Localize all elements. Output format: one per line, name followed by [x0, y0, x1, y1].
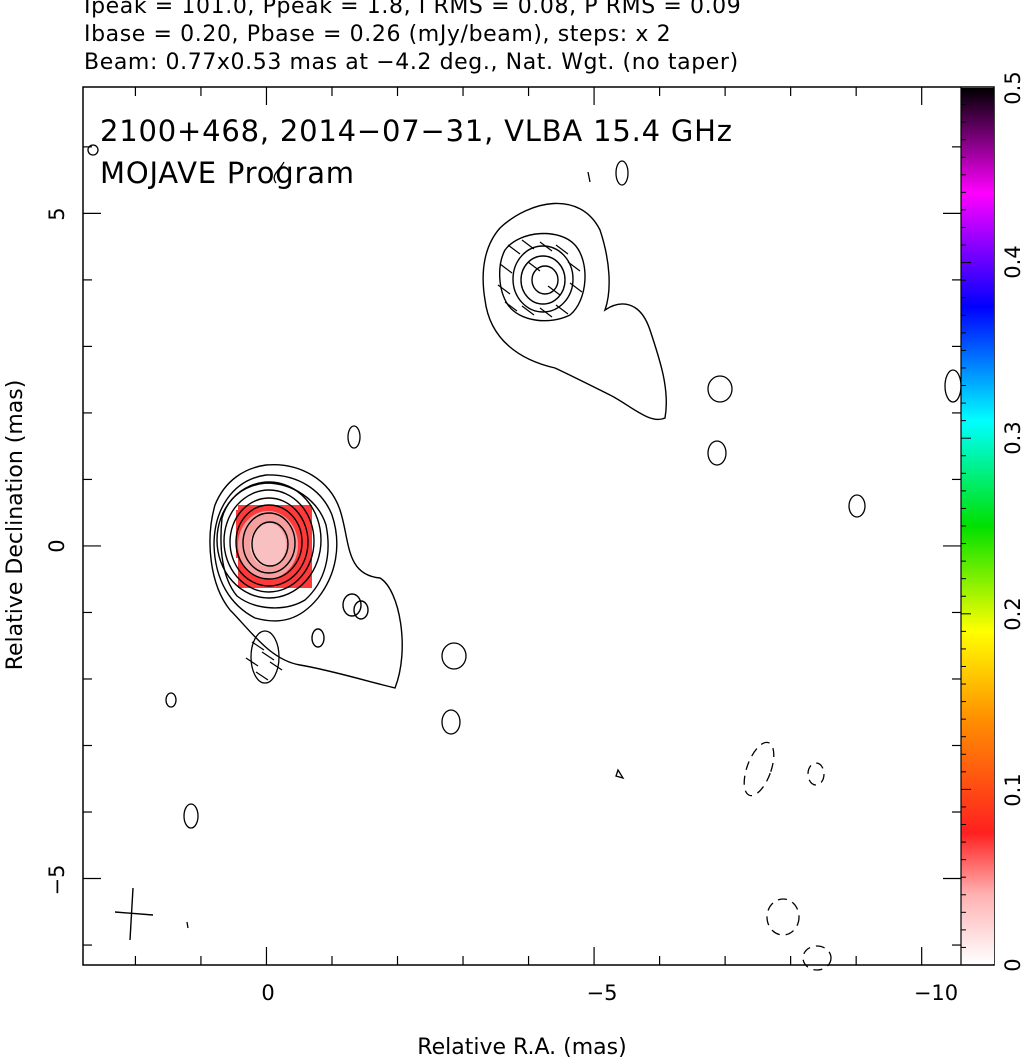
- header-line-3: Beam: 0.77x0.53 mas at −4.2 deg., Nat. W…: [84, 50, 739, 75]
- colorbar: [960, 86, 994, 966]
- colorbar-label-0.4: 0.4: [1001, 245, 1022, 278]
- y-tick-label-0: 0: [45, 539, 69, 552]
- colorbar-label-0.2: 0.2: [1001, 597, 1022, 630]
- header-line-1: Ipeak = 101.0, Ppeak = 1.8, I RMS = 0.08…: [84, 0, 742, 19]
- negative-contours: [743, 741, 832, 971]
- header-line-2: Ibase = 0.20, Pbase = 0.26 (mJy/beam), s…: [84, 22, 672, 47]
- colorbar-scale: [961, 88, 994, 964]
- colorbar-label-0: 0: [1001, 958, 1022, 971]
- polarization-pixels: [236, 505, 312, 588]
- beam-marker: [114, 887, 154, 941]
- y-tick-label-neg5: −5: [45, 865, 69, 896]
- x-tick-label-neg10: −10: [914, 981, 958, 1005]
- y-axis-label: Relative Declination (mas): [3, 380, 28, 671]
- x-tick-label-neg5: −5: [587, 981, 618, 1005]
- x-tick-label-0: 0: [261, 981, 274, 1005]
- jet-contours: [482, 202, 668, 421]
- colorbar-label-0.5: 0.5: [1001, 71, 1022, 104]
- y-tick-label-5: 5: [45, 207, 69, 220]
- polarization-vectors: [245, 239, 583, 681]
- core-contours: [209, 463, 403, 689]
- x-axis-label: Relative R.A. (mas): [417, 1035, 626, 1060]
- plot-title-line-1: 2100+468, 2014−07−31, VLBA 15.4 GHz: [100, 114, 733, 148]
- colorbar-label-0.1: 0.1: [1001, 773, 1022, 806]
- isolated-contours: [87, 144, 962, 929]
- plot-title-line-2: MOJAVE Program: [100, 156, 355, 190]
- axis-ticks: [83, 87, 961, 965]
- plot-frame: [82, 86, 995, 966]
- colorbar-label-0.3: 0.3: [1001, 421, 1022, 454]
